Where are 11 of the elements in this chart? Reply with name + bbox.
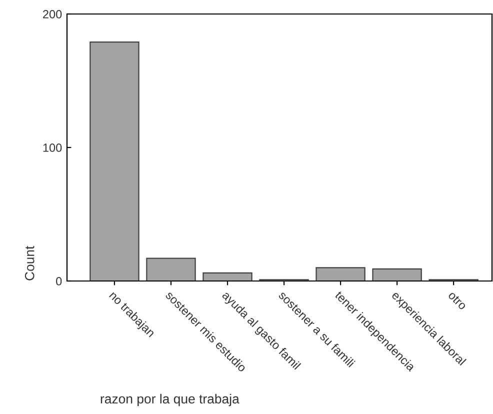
y-tick-label: 0 [56, 277, 62, 286]
y-tick-label: 100 [43, 144, 62, 152]
y-tick-label: 200 [43, 10, 62, 18]
bar [202, 272, 252, 281]
x-axis-title: razon por la que trabaja [100, 394, 240, 406]
bar [316, 267, 366, 281]
bar [146, 258, 196, 281]
bar [90, 41, 140, 281]
x-tick-label: otro [448, 291, 467, 310]
bar [372, 268, 422, 281]
y-axis-title: Count [24, 246, 34, 280]
